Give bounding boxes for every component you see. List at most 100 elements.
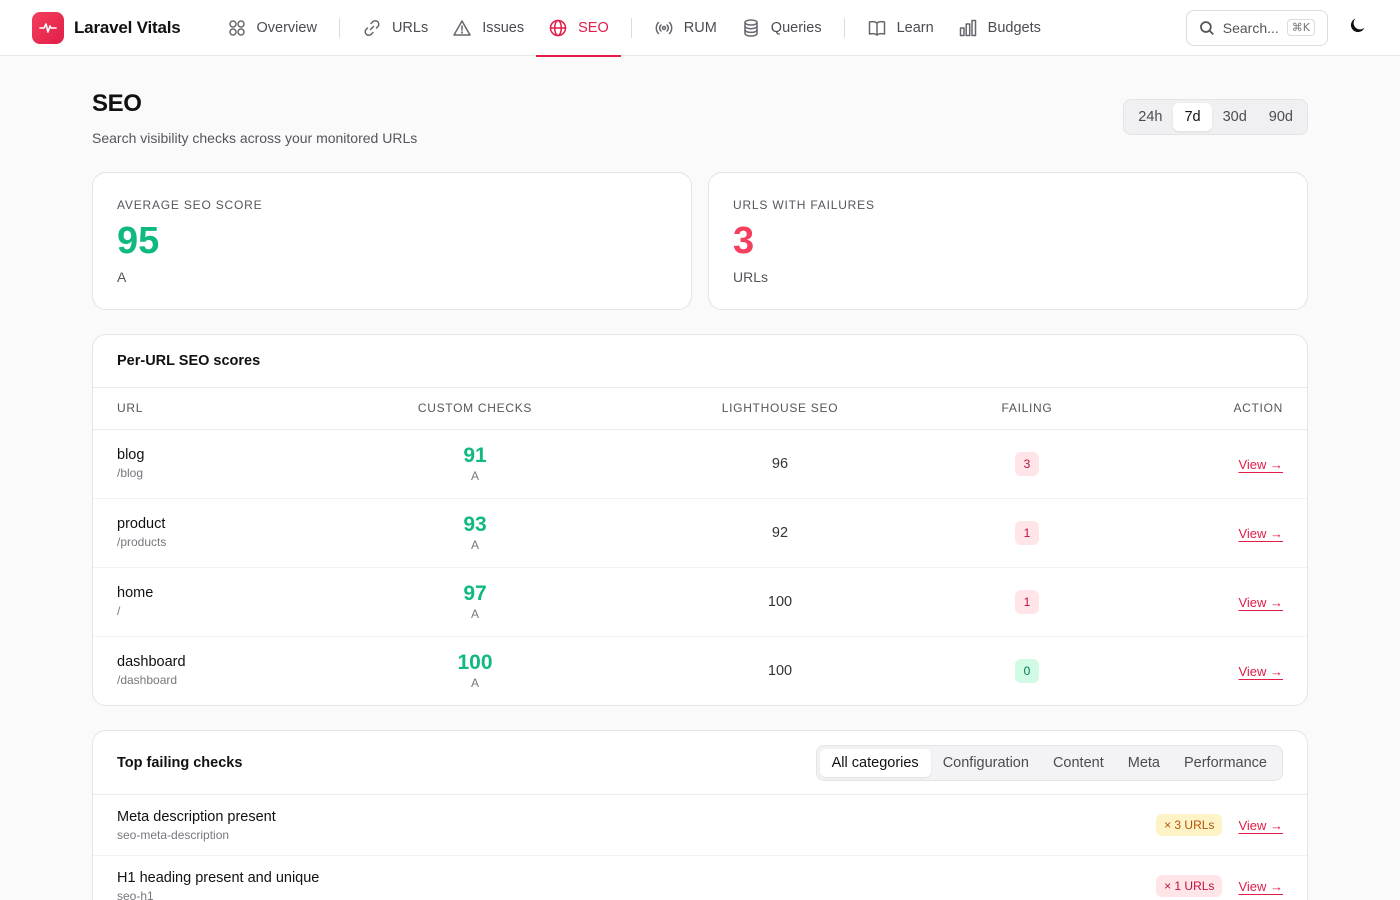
url-path: / [117,604,121,618]
url-name: blog [117,447,145,463]
table-row: dashboard/dashboard 100 A 100 0 View → [93,636,1307,705]
card-header: Top failing checks All categories Config… [93,731,1307,795]
card-title: Per-URL SEO scores [117,353,261,369]
nav-label: Budgets [987,19,1041,36]
check-id: seo-h1 [117,888,154,900]
search-placeholder: Search... [1222,19,1279,36]
nav-label: Learn [896,19,934,36]
top-failing-checks-card: Top failing checks All categories Config… [92,730,1308,900]
nav-label: Issues [482,19,525,36]
main-content: SEO Search visibility checks across your… [0,56,1400,900]
link-icon [364,19,380,36]
view-link[interactable]: View → [1238,663,1283,679]
custom-score: 93 [463,512,487,536]
main-nav: Overview URLs Issues SEO RUM Queries Lea… [215,0,1053,57]
category-configuration[interactable]: Configuration [942,754,1029,771]
stat-value: 3 [733,220,755,262]
moon-icon [1350,18,1365,33]
globe-icon [549,19,567,36]
top-navigation: Laravel Vitals Overview URLs Issues SEO … [0,0,1400,57]
warning-icon [453,19,471,36]
failing-count-badge: 3 [1015,451,1039,476]
stat-value: 95 [117,220,160,262]
nav-label: SEO [578,19,609,36]
failing-count-badge: 0 [1015,658,1039,683]
column-header-action: ACTION [1121,388,1307,430]
nav-label: Queries [770,19,822,36]
theme-toggle-button[interactable] [1348,15,1368,40]
view-link[interactable]: View → [1238,525,1283,541]
check-name: H1 heading present and unique [117,869,320,886]
nav-item-learn[interactable]: Learn [855,0,946,56]
category-meta[interactable]: Meta [1127,754,1160,771]
failing-count-badge: 1 [1015,520,1039,545]
category-all[interactable]: All categories [819,748,931,777]
page-title: SEO [92,90,142,117]
view-link[interactable]: View → [1238,878,1283,894]
list-item: Meta description present seo-meta-descri… [93,795,1307,856]
custom-score: 97 [463,581,487,605]
custom-score: 91 [463,443,487,467]
search-icon [1200,20,1214,35]
stat-cards: AVERAGE SEO SCORE 95 A URLS WITH FAILURE… [92,172,1308,310]
search-shortcut: ⌘K [1286,19,1315,36]
search-button[interactable]: Search... ⌘K [1186,9,1328,46]
category-filter: All categories Configuration Content Met… [815,744,1283,781]
nav-item-rum[interactable]: RUM [642,0,729,56]
affected-urls-badge: × 3 URLs [1156,814,1223,836]
range-24h[interactable]: 24h [1138,109,1163,125]
per-url-scores-card: Per-URL SEO scores URL CUSTOM CHECKS LIG… [92,334,1308,706]
check-name: Meta description present [117,808,276,825]
failing-count-badge: 1 [1015,589,1039,614]
card-header: Per-URL SEO scores [93,335,1307,388]
stat-label: URLS WITH FAILURES [733,198,875,212]
view-link[interactable]: View → [1238,594,1283,610]
brand[interactable]: Laravel Vitals [32,11,181,44]
nav-item-overview[interactable]: Overview [215,0,329,56]
nav-item-seo[interactable]: SEO [536,0,621,57]
range-7d[interactable]: 7d [1173,103,1212,131]
url-path: /dashboard [117,673,178,688]
range-90d[interactable]: 90d [1268,109,1293,125]
range-30d[interactable]: 30d [1222,109,1247,125]
lighthouse-score: 100 [767,663,793,680]
time-range-selector: 24h 7d 30d 90d [1123,99,1308,135]
page-header: SEO Search visibility checks across your… [92,90,1308,146]
scores-table: URL CUSTOM CHECKS LIGHTHOUSE SEO FAILING… [93,388,1307,705]
stat-label: AVERAGE SEO SCORE [117,198,263,212]
list-item: H1 heading present and unique seo-h1 × 1… [93,856,1307,900]
affected-urls-badge: × 1 URLs [1156,875,1223,897]
url-name: home [117,585,154,601]
stat-grade: A [117,269,127,285]
table-header-row: URL CUSTOM CHECKS LIGHTHOUSE SEO FAILING… [93,388,1307,430]
url-name: dashboard [117,654,186,671]
url-name: product [117,516,166,532]
nav-divider [338,17,340,38]
nav-item-queries[interactable]: Queries [729,0,834,56]
nav-label: URLs [391,19,429,36]
view-link[interactable]: View → [1238,817,1283,833]
table-row: product/products 93 A 92 1 View → [93,498,1307,568]
urls-with-failures-card: URLS WITH FAILURES 3 URLs [708,172,1308,310]
category-performance[interactable]: Performance [1183,754,1267,771]
lighthouse-score: 96 [771,456,789,472]
nav-actions: Search... ⌘K [1186,9,1368,46]
app-name: Laravel Vitals [74,17,181,37]
bar-chart-icon [959,19,976,36]
nav-item-budgets[interactable]: Budgets [946,0,1053,56]
nav-label: Overview [256,19,317,36]
custom-score: 100 [457,650,493,674]
custom-grade: A [470,537,479,552]
lighthouse-score: 92 [771,525,789,541]
category-content[interactable]: Content [1052,754,1104,771]
broadcast-icon [655,21,673,34]
card-title: Top failing checks [117,754,243,771]
nav-item-issues[interactable]: Issues [440,0,536,56]
table-row: home / 97 A 100 1 View → [93,567,1307,637]
view-link[interactable]: View → [1238,456,1283,472]
custom-grade: A [470,468,479,483]
nav-item-urls[interactable]: URLs [350,0,440,56]
book-icon [868,20,885,36]
average-seo-score-card: AVERAGE SEO SCORE 95 A [92,172,692,310]
nav-divider [630,17,632,38]
